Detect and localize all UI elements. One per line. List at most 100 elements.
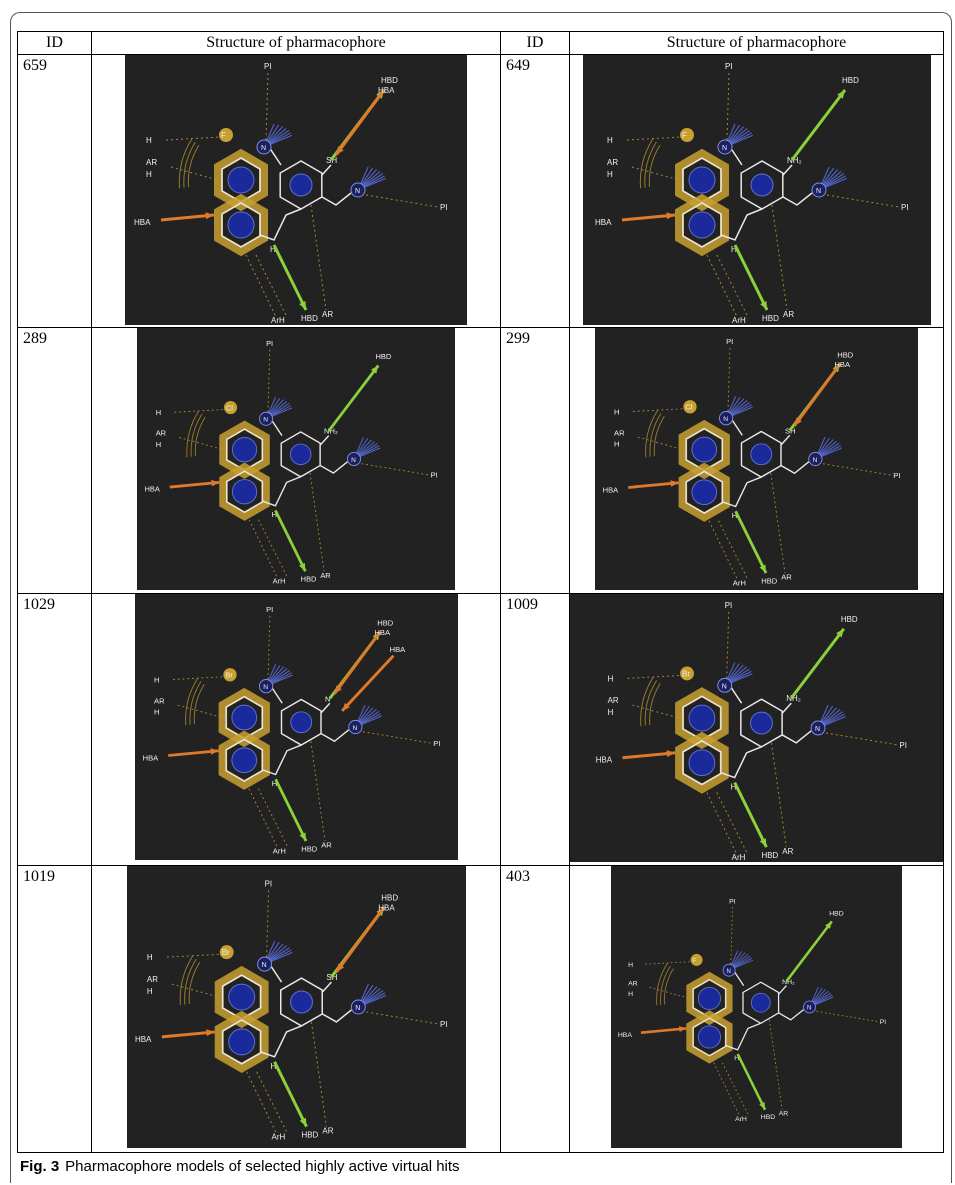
arrow-head	[678, 1026, 687, 1033]
positive-ionizable-center	[256, 139, 272, 155]
aromatic-center	[231, 436, 258, 463]
arrow-head	[299, 301, 306, 310]
feature-arrow	[167, 749, 219, 758]
interaction-line	[245, 254, 277, 318]
interaction-line	[362, 731, 431, 745]
h-label-2: H	[154, 708, 159, 717]
ar-bottom-label: AR	[320, 571, 331, 580]
caption-label: Fig. 3	[20, 1158, 60, 1175]
linker-h-label: H	[270, 1062, 276, 1071]
arrow-head	[759, 1102, 766, 1110]
position-substituent-label: NH₂	[787, 156, 802, 165]
arrow-head	[336, 146, 344, 155]
pi-top-label: PI	[729, 899, 736, 906]
interaction-line	[627, 675, 683, 680]
arrow-head	[670, 479, 679, 487]
h-label: H	[607, 136, 613, 145]
pharmacophore-image: N N F NH₂ H HBD HBD H AR H HBA PI PI ArH AR	[611, 866, 902, 1149]
hydrophobic-arc	[656, 963, 668, 1006]
hydrophobic-arc	[645, 410, 658, 458]
pi-right-label: PI	[431, 470, 438, 479]
substituent-label: F	[221, 131, 226, 140]
atom-label-n: N	[263, 416, 268, 423]
substituent-label: Br	[225, 671, 233, 680]
feature-arrow	[640, 1027, 687, 1035]
ar-label: AR	[608, 697, 619, 706]
feature-arrow	[622, 751, 676, 760]
atom-label-n: N	[727, 969, 731, 975]
interaction-line	[713, 1062, 740, 1117]
arrow-head	[836, 90, 845, 99]
compound-id: 1019	[17, 865, 92, 1153]
ring-bond	[225, 470, 264, 513]
hydrophobic-arc	[190, 413, 203, 457]
interaction-line	[726, 72, 729, 141]
bond	[720, 746, 762, 779]
positive-ionizable-center	[350, 182, 366, 198]
hba-left-label: HBA	[134, 1035, 151, 1044]
positive-ionizable-center	[811, 182, 826, 198]
pi-top-label: PI	[266, 605, 273, 614]
compound-id: 649	[500, 54, 570, 328]
pharmacophore-image: N N Br SH H HBD HBA HBD H AR H HBA PI PI ArH AR	[126, 866, 466, 1149]
figure-caption: Fig. 3 Pharmacophore models of selected h…	[20, 1158, 460, 1175]
arh-label: ArH	[735, 1116, 747, 1123]
interaction-line	[265, 890, 269, 958]
pharmacophore-image: N N Br NH₂ H HBD HBD H AR H HBA PI PI ArH AR	[570, 594, 943, 863]
atom-label-n: N	[815, 726, 820, 733]
interaction-line	[178, 436, 224, 450]
bond	[321, 192, 352, 206]
interaction-line	[177, 705, 223, 719]
ring-glow	[214, 148, 268, 212]
table-header-row: ID Structure of pharmacophore ID Structu…	[17, 31, 944, 55]
arh-label: ArH	[271, 316, 285, 325]
pharmacophore-svg: N N Br NH₂ H HBD HBD H AR H HBA PI PI ArH AR	[596, 601, 907, 862]
atom-label-n: N	[263, 684, 268, 691]
ar-bottom-label: AR	[322, 310, 333, 319]
feature-arrow	[340, 655, 394, 713]
bond	[722, 476, 762, 508]
hydrophobic-arc	[663, 968, 674, 1005]
arrow-head	[299, 1117, 306, 1127]
arh-label: ArH	[732, 853, 746, 862]
aromatic-center	[289, 711, 312, 734]
interaction-line	[649, 987, 690, 999]
pi-right-label: PI	[440, 1020, 448, 1029]
bond	[781, 164, 793, 176]
structure-cell: N N Br SH H HBD HBA HBD H AR H HBA PI PI ArH AR	[91, 865, 501, 1153]
bond	[781, 730, 812, 745]
positive-ionizable-center	[810, 720, 826, 736]
hydrophobic-arc	[187, 144, 200, 188]
arrow-head	[205, 1029, 215, 1037]
pharmacophore-image: NNClSHHHBDHBAHBDHARHHBAPIPIArHAR	[595, 327, 918, 590]
linker-h-label: H	[270, 245, 276, 254]
structure-cell: N N F SH H HBD HBA HBD H AR H HBA PI PI ArH AR	[91, 54, 501, 328]
compound-id: 1009	[500, 593, 570, 867]
hba-left-label: HBA	[618, 1032, 632, 1039]
interaction-line	[365, 1011, 438, 1025]
ring-bond	[221, 1019, 261, 1065]
bond	[320, 729, 349, 743]
structure-cell: N N F NH₂ H HBD HBD H AR H HBA PI PI ArH AR	[569, 54, 944, 328]
pharmacophore-image: N N Br N H HBD HBA HBA HBD H AR H HBA PI PI ArH AR	[134, 594, 458, 861]
ar-bottom-label: AR	[783, 310, 794, 319]
compound-id: 1029	[17, 593, 92, 867]
ring-glow	[678, 462, 730, 522]
feature-arrow	[161, 1030, 215, 1039]
pharmacophore-table: ID Structure of pharmacophore ID Structu…	[17, 31, 944, 1153]
ring-glow	[218, 731, 270, 791]
header-id-1: ID	[17, 31, 92, 55]
feature-arrow	[334, 89, 386, 156]
aromatic-center	[289, 443, 312, 465]
pi-top-label: PI	[266, 339, 273, 348]
pi-right-label: PI	[893, 471, 900, 480]
aromatic-center	[227, 983, 255, 1011]
halogen-atom	[223, 400, 238, 414]
substituent-label: Br	[221, 948, 229, 957]
feature-arrow	[793, 362, 842, 427]
linker-h-label: H	[272, 510, 277, 519]
ring-glow	[214, 1010, 269, 1074]
